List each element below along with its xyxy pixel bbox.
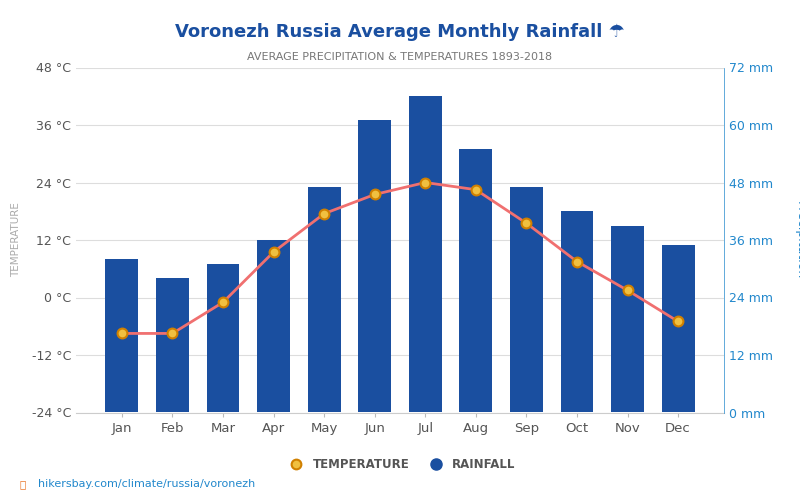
Bar [308, 188, 341, 412]
Point [318, 210, 330, 218]
Point [166, 330, 179, 338]
Bar [561, 211, 594, 412]
Point [520, 219, 533, 227]
Bar [409, 96, 442, 412]
Title: Voronezh Russia Average Monthly Rainfall ☂: Voronezh Russia Average Monthly Rainfall… [175, 23, 625, 41]
Bar [358, 120, 391, 412]
Point [217, 298, 230, 306]
Point [570, 258, 583, 266]
Bar [611, 226, 644, 412]
Point [672, 318, 685, 326]
Bar [510, 188, 543, 412]
Y-axis label: TEMPERATURE: TEMPERATURE [10, 202, 21, 278]
Y-axis label: Precipitation: Precipitation [794, 201, 800, 279]
Text: 📍: 📍 [20, 479, 26, 489]
Point [115, 330, 128, 338]
Text: AVERAGE PRECIPITATION & TEMPERATURES 1893-2018: AVERAGE PRECIPITATION & TEMPERATURES 189… [247, 52, 553, 62]
Point [470, 186, 482, 194]
Bar [257, 240, 290, 412]
Point [368, 190, 381, 198]
Legend: TEMPERATURE, RAINFALL: TEMPERATURE, RAINFALL [280, 453, 520, 475]
Point [621, 286, 634, 294]
Bar [106, 259, 138, 412]
Bar [206, 264, 239, 412]
Text: hikersbay.com/climate/russia/voronezh: hikersbay.com/climate/russia/voronezh [38, 479, 256, 489]
Point [267, 248, 280, 256]
Bar [662, 245, 694, 412]
Bar [156, 278, 189, 412]
Bar [459, 149, 492, 412]
Point [419, 178, 432, 186]
